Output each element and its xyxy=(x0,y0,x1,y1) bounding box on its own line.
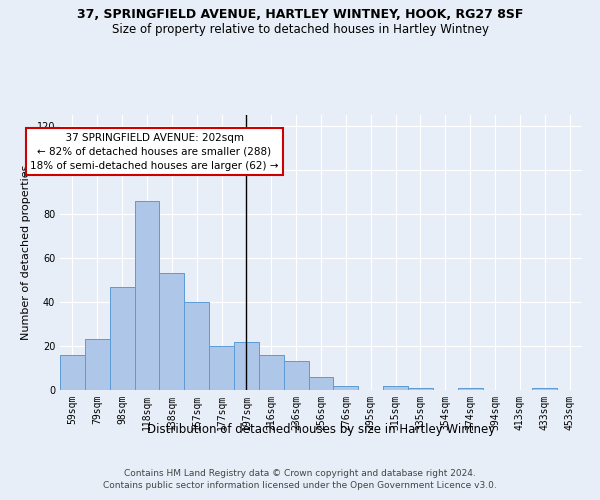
Bar xyxy=(458,388,482,390)
Bar xyxy=(110,286,134,390)
Bar xyxy=(234,342,259,390)
Bar xyxy=(60,355,85,390)
Bar xyxy=(160,274,184,390)
Bar xyxy=(284,362,308,390)
Text: Contains HM Land Registry data © Crown copyright and database right 2024.
Contai: Contains HM Land Registry data © Crown c… xyxy=(103,469,497,490)
Bar xyxy=(85,340,110,390)
Bar xyxy=(184,302,209,390)
Text: 37 SPRINGFIELD AVENUE: 202sqm  
← 82% of detached houses are smaller (288)
18% o: 37 SPRINGFIELD AVENUE: 202sqm ← 82% of d… xyxy=(30,132,279,170)
Bar xyxy=(259,355,284,390)
Text: Size of property relative to detached houses in Hartley Wintney: Size of property relative to detached ho… xyxy=(112,22,488,36)
Bar xyxy=(209,346,234,390)
Bar xyxy=(334,386,358,390)
Bar xyxy=(308,377,334,390)
Text: Distribution of detached houses by size in Hartley Wintney: Distribution of detached houses by size … xyxy=(147,422,495,436)
Bar xyxy=(408,388,433,390)
Y-axis label: Number of detached properties: Number of detached properties xyxy=(21,165,31,340)
Bar xyxy=(383,386,408,390)
Bar xyxy=(134,201,160,390)
Text: 37, SPRINGFIELD AVENUE, HARTLEY WINTNEY, HOOK, RG27 8SF: 37, SPRINGFIELD AVENUE, HARTLEY WINTNEY,… xyxy=(77,8,523,20)
Bar xyxy=(532,388,557,390)
